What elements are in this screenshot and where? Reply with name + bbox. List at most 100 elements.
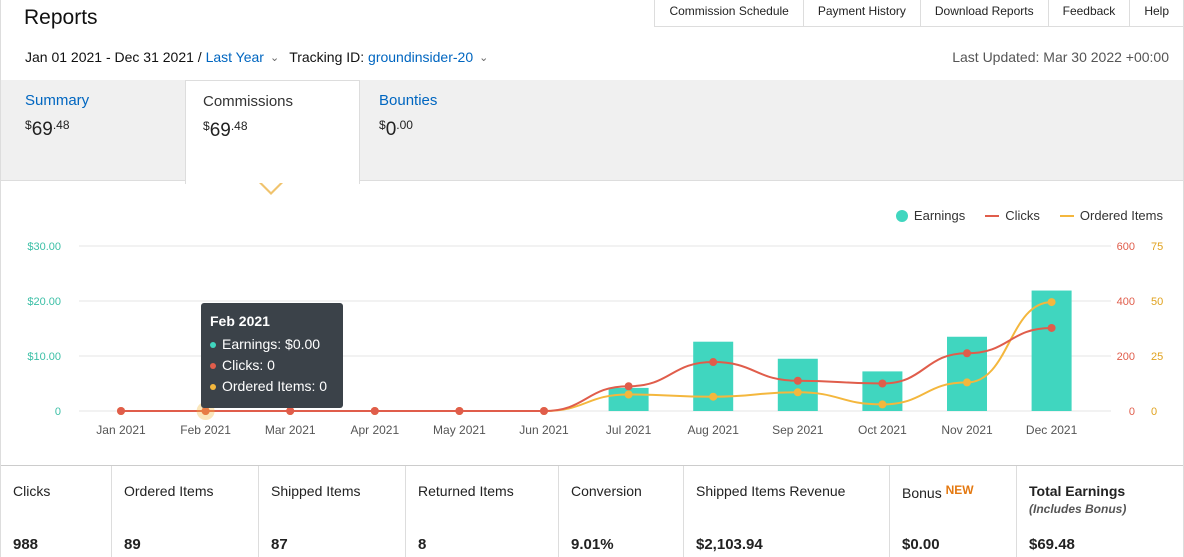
- period-dropdown[interactable]: Last Year: [205, 49, 264, 65]
- legend-label: Ordered Items: [1079, 208, 1163, 223]
- ordered-items-point: [709, 392, 718, 401]
- tooltip-ordered: Ordered Items: 0: [210, 376, 334, 397]
- x-axis-tick-label: Oct 2021: [858, 423, 907, 437]
- stat-value: 89: [124, 536, 141, 553]
- legend-ordered-items[interactable]: Ordered Items: [1059, 208, 1163, 223]
- stat-value: $69.48: [1029, 536, 1075, 553]
- x-axis-tick-label: Aug 2021: [688, 423, 740, 437]
- payment-history-link[interactable]: Payment History: [804, 0, 921, 27]
- page-title: Reports: [24, 6, 98, 29]
- x-axis-tick-label: Dec 2021: [1026, 423, 1078, 437]
- legend-clicks[interactable]: Clicks: [985, 208, 1040, 223]
- earnings-legend-icon: [895, 209, 908, 222]
- stat-ordered-items: Ordered Items 89: [112, 466, 259, 557]
- ordered-axis-tick-label: 25: [1151, 351, 1163, 363]
- legend-label: Earnings: [913, 208, 966, 223]
- download-reports-link[interactable]: Download Reports: [921, 0, 1049, 27]
- stat-value: 9.01%: [571, 536, 614, 553]
- stat-label: Clicks: [13, 483, 51, 499]
- clicks-point: [1047, 323, 1056, 332]
- clicks-point: [709, 358, 718, 367]
- clicks-point: [540, 407, 548, 415]
- earnings-bar: [1031, 290, 1072, 411]
- stat-label: Shipped Items: [271, 483, 361, 499]
- stat-value: 87: [271, 536, 288, 553]
- clicks-point: [878, 379, 887, 388]
- stat-label: Total Earnings (Includes Bonus): [1029, 483, 1171, 516]
- stat-value: 988: [13, 536, 39, 553]
- tab-label: Bounties: [379, 92, 438, 109]
- legend-earnings[interactable]: Earnings: [895, 208, 966, 223]
- tooltip-clicks: Clicks: 0: [210, 355, 334, 376]
- earnings-chart: Earnings Clicks Ordered Items 0 0 0 $10.00 2…: [1, 196, 1183, 464]
- left-axis-tick-label: $10.00: [27, 351, 61, 363]
- chevron-down-icon[interactable]: ⌄: [269, 51, 280, 64]
- filter-bar: Jan 01 2021 - Dec 31 2021 / Last Year ⌄ …: [25, 49, 1169, 65]
- commission-schedule-link[interactable]: Commission Schedule: [655, 0, 804, 27]
- ordered-items-legend-icon: [1059, 214, 1074, 217]
- stat-label: Bonus NEW: [902, 483, 974, 501]
- tab-summary[interactable]: Summary $69.48: [25, 80, 89, 181]
- tracking-label: Tracking ID:: [289, 49, 365, 65]
- ordered-axis-tick-label: 50: [1151, 296, 1163, 308]
- x-axis-tick-label: Jan 2021: [96, 423, 146, 437]
- stat-returned-items: Returned Items 8: [406, 466, 559, 557]
- stat-shipped-revenue: Shipped Items Revenue $2,103.94: [684, 466, 890, 557]
- stat-label: Ordered Items: [124, 483, 214, 499]
- clicks-axis-tick-label: 200: [1117, 351, 1135, 363]
- ordered-items-point: [793, 388, 802, 397]
- x-axis-tick-label: Feb 2021: [180, 423, 231, 437]
- date-range: Jan 01 2021 - Dec 31 2021 /: [25, 49, 202, 65]
- earnings-bar: [777, 358, 818, 411]
- tab-bounties[interactable]: Bounties $0.00: [379, 80, 437, 181]
- stat-label: Returned Items: [418, 483, 514, 499]
- new-badge: NEW: [945, 483, 974, 497]
- stat-shipped-items: Shipped Items 87: [259, 466, 406, 557]
- tab-label: Commissions: [203, 93, 294, 110]
- clicks-point: [963, 349, 971, 358]
- stat-value: 8: [418, 536, 427, 553]
- stat-bonus: Bonus NEW $0.00: [890, 466, 1017, 557]
- clicks-point: [624, 382, 633, 391]
- x-axis-tick-label: Apr 2021: [350, 423, 399, 437]
- clicks-point: [455, 407, 464, 415]
- left-axis-tick-label: $20.00: [27, 296, 61, 308]
- clicks-axis-tick-label: 400: [1117, 296, 1135, 308]
- x-axis-tick-label: May 2021: [433, 423, 486, 437]
- clicks-point: [117, 407, 125, 415]
- summary-band: Summary $69.48 Commissions $69.48 Bounti…: [1, 80, 1183, 184]
- top-links: Commission Schedule Payment History Down…: [654, 0, 1183, 27]
- x-axis-tick-label: Sep 2021: [772, 423, 824, 437]
- ordered-axis-tick-label: 75: [1151, 241, 1163, 253]
- clicks-legend-icon: [985, 214, 1000, 217]
- bounties-amount: $0.00: [379, 118, 413, 140]
- ordered-axis-tick-label: 0: [1151, 406, 1157, 418]
- clicks-axis-tick-label: 0: [1129, 406, 1135, 418]
- tab-commissions[interactable]: Commissions $69.48: [185, 80, 360, 184]
- clicks-point: [793, 376, 802, 385]
- earnings-bar: [947, 336, 987, 411]
- stats-row: Clicks 988 Ordered Items 89 Shipped Item…: [1, 465, 1183, 557]
- clicks-point: [201, 407, 210, 415]
- clicks-point: [370, 407, 379, 415]
- legend-label: Clicks: [1005, 208, 1040, 223]
- left-axis-tick-label: $30.00: [27, 241, 61, 253]
- stat-conversion: Conversion 9.01%: [559, 466, 684, 557]
- ordered-items-point: [878, 400, 887, 409]
- chevron-down-icon[interactable]: ⌄: [479, 51, 489, 64]
- chart-plot[interactable]: 0 0 0 $10.00 200 25 $20.00 400 50 $30.00 600 75 Jan …: [1, 196, 1183, 464]
- tooltip-earnings: Earnings: $0.00: [210, 334, 334, 355]
- tracking-id-dropdown[interactable]: groundinsider-20: [368, 49, 474, 65]
- stat-sublabel: (Includes Bonus): [1029, 502, 1127, 516]
- active-tab-pointer: [259, 182, 283, 195]
- x-axis-tick-label: Mar 2021: [265, 423, 316, 437]
- clicks-axis-tick-label: 600: [1117, 241, 1135, 253]
- left-axis-tick-label: 0: [55, 406, 61, 418]
- chart-legend: Earnings Clicks Ordered Items: [895, 208, 1163, 223]
- tab-label: Summary: [25, 92, 90, 109]
- feedback-link[interactable]: Feedback: [1049, 0, 1131, 27]
- stat-value: $2,103.94: [696, 536, 763, 553]
- help-link[interactable]: Help: [1144, 4, 1169, 18]
- tooltip-title: Feb 2021: [210, 313, 270, 329]
